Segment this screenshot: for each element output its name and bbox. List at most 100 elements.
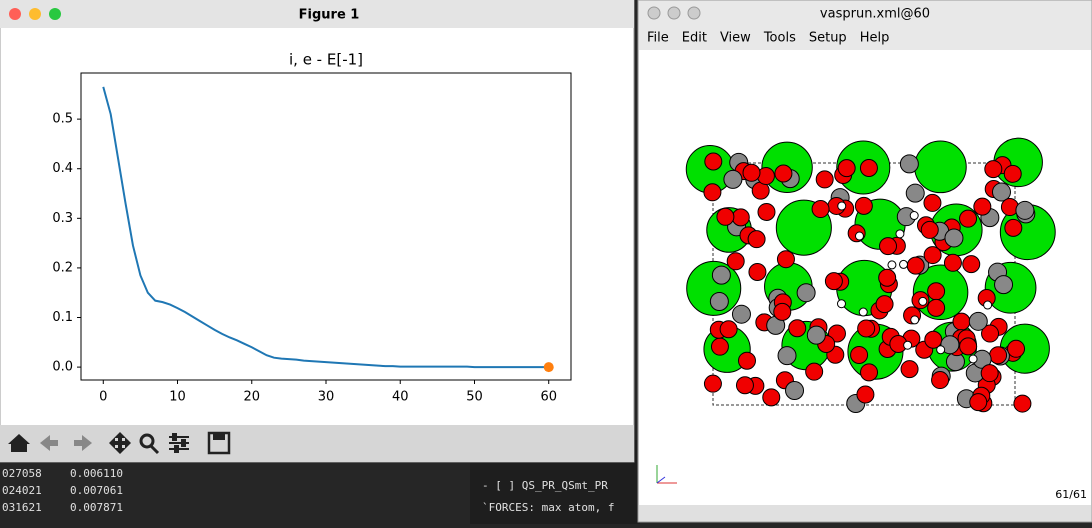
atom bbox=[762, 388, 781, 407]
atom bbox=[709, 291, 729, 311]
atom bbox=[796, 283, 816, 303]
atom bbox=[981, 324, 1000, 343]
atom bbox=[785, 380, 805, 400]
atom bbox=[859, 159, 878, 178]
atom bbox=[836, 299, 846, 309]
atom bbox=[860, 363, 879, 382]
pan-button[interactable] bbox=[109, 432, 131, 454]
atom bbox=[1007, 339, 1026, 358]
y-tick-label: 0.0 bbox=[52, 360, 73, 375]
y-tick-label: 0.1 bbox=[52, 310, 73, 325]
x-tick-label: 40 bbox=[392, 390, 409, 405]
atom bbox=[905, 183, 925, 203]
title-bar bbox=[0, 0, 634, 28]
atom bbox=[776, 250, 795, 269]
chart-title: i, e - E[-1] bbox=[289, 51, 363, 69]
atom bbox=[923, 193, 942, 212]
atom bbox=[927, 298, 946, 317]
zoom-button[interactable] bbox=[687, 6, 701, 20]
atom bbox=[747, 230, 766, 249]
atom bbox=[811, 200, 830, 219]
atom bbox=[910, 315, 920, 325]
atom bbox=[711, 265, 731, 285]
atom bbox=[1015, 200, 1035, 220]
atom bbox=[924, 330, 943, 349]
atom bbox=[742, 163, 761, 182]
atom bbox=[735, 376, 754, 395]
y-tick-label: 0.5 bbox=[52, 112, 73, 127]
atom bbox=[989, 346, 1008, 365]
atom bbox=[703, 374, 722, 393]
zoom-button[interactable] bbox=[49, 8, 61, 20]
menu-item[interactable]: View bbox=[720, 31, 751, 46]
y-tick-label: 0.3 bbox=[52, 211, 73, 226]
minimize-button[interactable] bbox=[667, 6, 681, 20]
atom bbox=[994, 275, 1014, 295]
atom bbox=[899, 154, 919, 174]
atom bbox=[920, 220, 939, 239]
window-title: vasprun.xml@60 bbox=[820, 7, 930, 22]
terminal-text: 024021 bbox=[2, 484, 42, 497]
scrollbar[interactable] bbox=[639, 505, 1091, 521]
atom bbox=[968, 311, 988, 331]
atom bbox=[927, 282, 946, 301]
zoom-tool[interactable] bbox=[139, 433, 155, 449]
configure-button[interactable] bbox=[169, 433, 189, 453]
end-marker bbox=[543, 362, 554, 373]
atom bbox=[903, 340, 913, 350]
atom bbox=[858, 307, 868, 317]
atom bbox=[959, 337, 978, 356]
figure-window bbox=[0, 0, 635, 463]
atom bbox=[878, 268, 897, 287]
atom bbox=[923, 246, 942, 265]
back-button[interactable] bbox=[40, 435, 58, 451]
atom bbox=[931, 371, 950, 390]
atom bbox=[968, 354, 978, 364]
menu-item[interactable]: Setup bbox=[809, 31, 847, 46]
data-line bbox=[102, 86, 549, 369]
frame-counter: 61/61 bbox=[1055, 488, 1087, 501]
menu-item[interactable]: File bbox=[647, 31, 669, 46]
x-tick-label: 10 bbox=[169, 390, 186, 405]
atom bbox=[805, 362, 824, 381]
menu-item[interactable]: Tools bbox=[763, 31, 796, 46]
x-tick-label: 0 bbox=[99, 390, 107, 405]
axis-indicator bbox=[656, 465, 677, 484]
atom bbox=[991, 182, 1011, 202]
atom bbox=[983, 300, 993, 310]
atom bbox=[723, 169, 743, 189]
atom bbox=[895, 229, 905, 239]
atom bbox=[959, 209, 978, 228]
close-button[interactable] bbox=[9, 8, 21, 20]
menu-item[interactable]: Help bbox=[860, 31, 890, 46]
terminal-text: - [ ] QS_PR_QSmt_PR bbox=[482, 479, 608, 492]
atom bbox=[774, 164, 793, 183]
x-tick-label: 30 bbox=[318, 390, 335, 405]
window-title: Figure 1 bbox=[299, 8, 360, 23]
atom bbox=[837, 159, 856, 178]
atom bbox=[777, 346, 797, 366]
atom bbox=[710, 337, 729, 356]
atom bbox=[914, 140, 967, 194]
terminal-text: 0.006110 bbox=[70, 467, 123, 480]
terminal-text: 031621 bbox=[2, 501, 42, 514]
y-tick-label: 0.2 bbox=[52, 260, 73, 275]
menu-item[interactable]: Edit bbox=[682, 31, 707, 46]
atom bbox=[837, 201, 847, 211]
close-button[interactable] bbox=[647, 6, 661, 20]
atom bbox=[943, 253, 962, 272]
atom bbox=[1003, 164, 1022, 183]
forward-button[interactable] bbox=[74, 435, 92, 451]
atom bbox=[850, 345, 869, 364]
home-button[interactable] bbox=[8, 434, 30, 452]
atom bbox=[856, 385, 875, 404]
atom bbox=[815, 170, 834, 189]
atom bbox=[952, 312, 971, 331]
atom bbox=[962, 255, 981, 274]
x-tick-label: 50 bbox=[466, 390, 483, 405]
minimize-button[interactable] bbox=[29, 8, 41, 20]
atom bbox=[716, 207, 735, 226]
atom bbox=[854, 231, 864, 241]
